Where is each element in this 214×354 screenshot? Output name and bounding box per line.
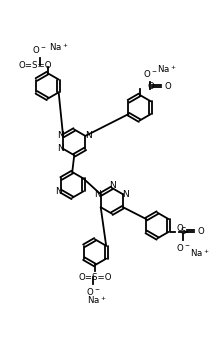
Text: O$^-$: O$^-$ bbox=[176, 242, 191, 253]
Text: O: O bbox=[177, 224, 183, 234]
Text: O$^-$: O$^-$ bbox=[143, 68, 158, 79]
Text: N: N bbox=[57, 144, 64, 153]
Text: O=S=O: O=S=O bbox=[19, 61, 52, 70]
Text: Na$^+$: Na$^+$ bbox=[190, 248, 210, 259]
Text: N: N bbox=[110, 181, 116, 190]
Text: N: N bbox=[123, 190, 129, 199]
Text: Na$^+$: Na$^+$ bbox=[157, 63, 177, 75]
Text: O$^-$: O$^-$ bbox=[86, 286, 100, 297]
Text: N: N bbox=[94, 190, 101, 199]
Text: O: O bbox=[147, 82, 154, 91]
Text: O=S=O: O=S=O bbox=[78, 273, 112, 282]
Text: N: N bbox=[85, 131, 92, 141]
Text: O$^-$: O$^-$ bbox=[32, 44, 47, 55]
Text: N: N bbox=[55, 187, 61, 196]
Text: S: S bbox=[181, 227, 186, 236]
Text: Na$^+$: Na$^+$ bbox=[87, 295, 107, 307]
Text: N: N bbox=[57, 131, 64, 141]
Text: Na$^+$: Na$^+$ bbox=[49, 41, 68, 53]
Text: O: O bbox=[164, 82, 171, 91]
Text: O: O bbox=[197, 227, 204, 236]
